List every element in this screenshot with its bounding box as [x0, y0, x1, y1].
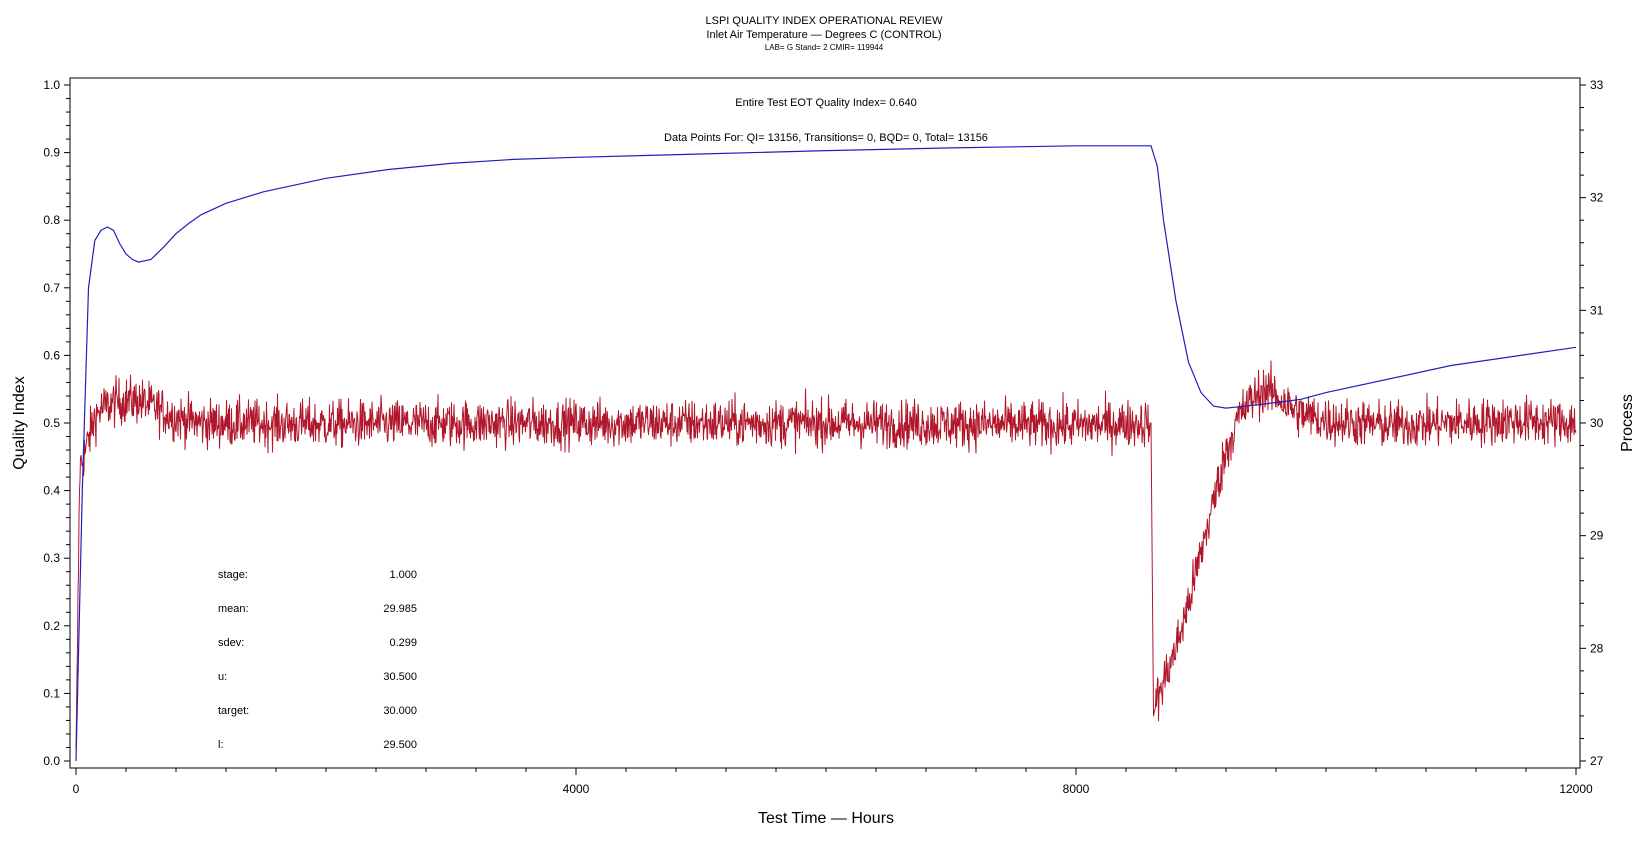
y-right-tick-label: 30 — [1590, 416, 1604, 430]
data-points-annotation: Data Points For: QI= 13156, Transitions=… — [664, 132, 988, 144]
chart-subtitle: Inlet Air Temperature — Degrees C (CONTR… — [706, 29, 941, 41]
y-right-tick-label: 33 — [1590, 78, 1604, 92]
stat-value: 30.500 — [383, 671, 417, 683]
y-right-tick-label: 31 — [1590, 303, 1604, 317]
y-right-tick-label: 27 — [1590, 754, 1604, 768]
stat-label: l: — [218, 739, 224, 751]
y-left-tick-label: 1.0 — [43, 78, 60, 92]
y-left-tick-label: 0.1 — [43, 686, 60, 700]
stat-value: 0.299 — [389, 637, 417, 649]
y-right-tick-label: 28 — [1590, 641, 1604, 655]
stat-value: 1.000 — [389, 569, 417, 581]
y-axis-left-title: Quality Index — [11, 376, 28, 469]
y-left-tick-label: 0.3 — [43, 551, 60, 565]
x-tick-label: 0 — [73, 782, 80, 796]
y-left-tick-label: 0.9 — [43, 146, 60, 160]
quality-index-annotation: Entire Test EOT Quality Index= 0.640 — [735, 97, 917, 109]
y-left-tick-label: 0.0 — [43, 754, 60, 768]
x-axis-title: Test Time — Hours — [758, 810, 894, 827]
stat-label: stage: — [218, 569, 248, 581]
stat-label: mean: — [218, 603, 249, 615]
stat-label: target: — [218, 705, 249, 717]
y-left-tick-label: 0.5 — [43, 416, 60, 430]
y-left-tick-label: 0.7 — [43, 281, 60, 295]
stat-value: 29.500 — [383, 739, 417, 751]
y-left-tick-label: 0.4 — [43, 484, 60, 498]
process-series-line — [75, 360, 1577, 750]
y-left-tick-label: 0.8 — [43, 213, 60, 227]
y-left-tick-label: 0.2 — [43, 619, 60, 633]
stat-value: 29.985 — [383, 603, 417, 615]
y-right-tick-label: 32 — [1590, 191, 1604, 205]
stat-label: u: — [218, 671, 227, 683]
stat-label: sdev: — [218, 637, 244, 649]
x-tick-label: 8000 — [1063, 782, 1090, 796]
y-left-tick-label: 0.6 — [43, 348, 60, 362]
x-tick-label: 4000 — [563, 782, 590, 796]
y-axis-right-title: Process — [1619, 394, 1636, 452]
y-right-tick-label: 29 — [1590, 529, 1604, 543]
series-layer — [75, 145, 1577, 762]
quality-index-series-line — [75, 145, 1577, 762]
chart-title: LSPI QUALITY INDEX OPERATIONAL REVIEW — [706, 15, 944, 27]
stat-value: 30.000 — [383, 705, 417, 717]
axis-ticks: 0.0 0.1 0.2 0.3 0.4 0.5 0.6 0.7 0.8 0.9 1.0 27 28 29 3… — [43, 78, 1603, 796]
stats-table: stage: 1.000 mean: 29.985 sdev: 0.299 u: 30.500… — [218, 569, 417, 751]
chart-subtitle-lab: LAB= G Stand= 2 CMIR= 119944 — [765, 43, 884, 52]
x-tick-label: 12000 — [1559, 782, 1593, 796]
